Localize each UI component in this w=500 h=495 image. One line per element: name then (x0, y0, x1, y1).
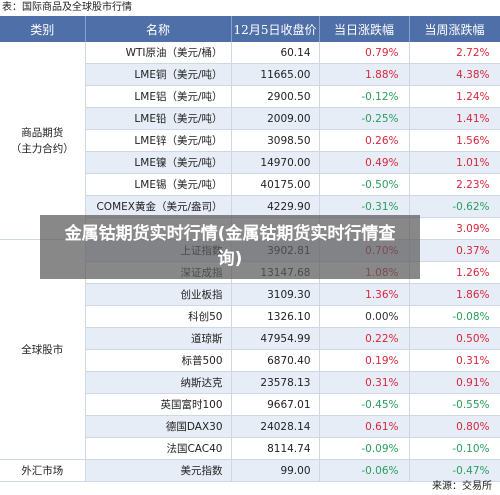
name-cell: LME铝（美元/吨） (85, 85, 232, 108)
close-cell: 99.00 (231, 459, 320, 482)
table-row: 科创50 1326.10 0.00% -0.08% (0, 305, 500, 328)
week-change-cell: 0.50% (409, 327, 500, 350)
overlay-title: 金属钴期货实时行情(金属钴期货实时行情查询) (64, 224, 396, 269)
header-day-change: 当日涨跌幅 (319, 16, 410, 42)
table-row: LME镍（美元/吨） 14970.00 0.49% 1.01% (0, 151, 500, 174)
week-change-cell: 1.01% (409, 151, 500, 174)
name-cell: LME铜（美元/吨） (85, 63, 232, 86)
name-cell: 科创50 (85, 305, 232, 328)
header-name: 名称 (85, 16, 232, 42)
day-change-cell: 0.49% (319, 151, 410, 174)
category-cell: 商品期货 （主力合约） (0, 42, 86, 240)
name-cell: LME铅（美元/吨） (85, 107, 232, 130)
table-row: 纳斯达克 23578.13 0.31% 0.91% (0, 371, 500, 394)
close-cell: 9667.01 (231, 393, 320, 416)
table-row: 标普500 6870.40 0.19% 0.31% (0, 349, 500, 372)
day-change-cell: 0.26% (319, 129, 410, 152)
day-change-cell: 0.61% (319, 415, 410, 438)
close-cell: 23578.13 (231, 371, 320, 394)
table-row: 道琼斯 47954.99 0.22% 0.50% (0, 327, 500, 350)
name-cell: COMEX黄金（美元/盎司） (85, 195, 232, 218)
name-cell: 纳斯达克 (85, 371, 232, 394)
header-row: 类别 名称 12月5日收盘价 当日涨跌幅 当周涨跌幅 (0, 16, 500, 42)
name-cell: 英国富时100 (85, 393, 232, 416)
week-change-cell: -0.08% (409, 305, 500, 328)
table-row: 德国DAX30 24028.14 0.61% 0.80% (0, 415, 500, 438)
close-cell: 6870.40 (231, 349, 320, 372)
table-row: 英国富时100 9667.01 -0.45% -0.55% (0, 393, 500, 416)
table-row: 商品期货 （主力合约） WTI原油（美元/桶） 60.14 0.79% 2.72% (0, 42, 500, 240)
week-change-cell: -0.10% (409, 437, 500, 460)
source-note: 来源：交易所 (432, 481, 492, 492)
week-change-cell: 0.37% (409, 239, 500, 262)
close-cell: 11665.00 (231, 63, 320, 86)
close-cell: 3109.30 (231, 283, 320, 306)
watermark-overlay (40, 215, 420, 279)
table-row: LME锡（美元/吨） 40175.00 -0.50% 2.23% (0, 173, 500, 196)
name-cell: 创业板指 (85, 283, 232, 306)
day-change-cell: -0.09% (319, 437, 410, 460)
day-change-cell: -0.45% (319, 393, 410, 416)
table-caption: 表：国际商品及全球股市行情 (2, 2, 132, 13)
table-row: 法国CAC40 8114.74 -0.09% -0.10% (0, 437, 500, 460)
week-change-cell: 4.38% (409, 63, 500, 86)
close-cell: 1326.10 (231, 305, 320, 328)
week-change-cell: -0.55% (409, 393, 500, 416)
name-cell: 标普500 (85, 349, 232, 372)
week-change-cell: 1.86% (409, 283, 500, 306)
name-cell: 道琼斯 (85, 327, 232, 350)
name-cell: LME锌（美元/吨） (85, 129, 232, 152)
week-change-cell: -0.47% (409, 459, 500, 482)
day-change-cell: -0.25% (319, 107, 410, 130)
table-row: 创业板指 3109.30 1.36% 1.86% (0, 283, 500, 306)
close-cell: 24028.14 (231, 415, 320, 438)
name-cell: 法国CAC40 (85, 437, 232, 460)
name-cell: WTI原油（美元/桶） (85, 42, 232, 64)
table-row: LME铜（美元/吨） 11665.00 1.88% 4.38% (0, 63, 500, 86)
table-row: COMEX黄金（美元/盎司） 4229.90 -0.31% -0.62% (0, 195, 500, 218)
table-row: 外汇市场 美元指数 99.00 -0.06% -0.47% (0, 459, 500, 482)
day-change-cell: 0.19% (319, 349, 410, 372)
header-week-change: 当周涨跌幅 (409, 16, 500, 42)
close-cell: 3098.50 (231, 129, 320, 152)
name-cell: LME锡（美元/吨） (85, 173, 232, 196)
header-category: 类别 (0, 16, 86, 42)
day-change-cell: 1.88% (319, 63, 410, 86)
week-change-cell: 1.24% (409, 85, 500, 108)
name-cell: 德国DAX30 (85, 415, 232, 438)
day-change-cell: 0.00% (319, 305, 410, 328)
day-change-cell: 0.22% (319, 327, 410, 350)
table-row: LME铝（美元/吨） 2900.50 -0.12% 1.24% (0, 85, 500, 108)
close-cell: 8114.74 (231, 437, 320, 460)
category-cell: 外汇市场 (0, 459, 86, 482)
day-change-cell: 0.79% (319, 42, 410, 64)
close-cell: 60.14 (231, 42, 320, 64)
week-change-cell: 1.56% (409, 129, 500, 152)
close-cell: 47954.99 (231, 327, 320, 350)
day-change-cell: -0.12% (319, 85, 410, 108)
week-change-cell: 2.72% (409, 42, 500, 64)
week-change-cell: 0.91% (409, 371, 500, 394)
week-change-cell: 3.09% (409, 217, 500, 240)
header-close: 12月5日收盘价 (231, 16, 320, 42)
table-row: LME锌（美元/吨） 3098.50 0.26% 1.56% (0, 129, 500, 152)
table-row: LME铅（美元/吨） 2009.00 -0.25% 1.41% (0, 107, 500, 130)
day-change-cell: 0.31% (319, 371, 410, 394)
week-change-cell: 0.80% (409, 415, 500, 438)
day-change-cell: -0.50% (319, 173, 410, 196)
week-change-cell: -0.62% (409, 195, 500, 218)
close-cell: 40175.00 (231, 173, 320, 196)
close-cell: 2009.00 (231, 107, 320, 130)
close-cell: 2900.50 (231, 85, 320, 108)
name-cell: 美元指数 (85, 459, 232, 482)
name-cell: LME镍（美元/吨） (85, 151, 232, 174)
week-change-cell: 1.26% (409, 261, 500, 284)
day-change-cell: -0.06% (319, 459, 410, 482)
week-change-cell: 1.41% (409, 107, 500, 130)
day-change-cell: 1.36% (319, 283, 410, 306)
close-cell: 14970.00 (231, 151, 320, 174)
week-change-cell: 0.31% (409, 349, 500, 372)
week-change-cell: 2.23% (409, 173, 500, 196)
close-cell: 4229.90 (231, 195, 320, 218)
